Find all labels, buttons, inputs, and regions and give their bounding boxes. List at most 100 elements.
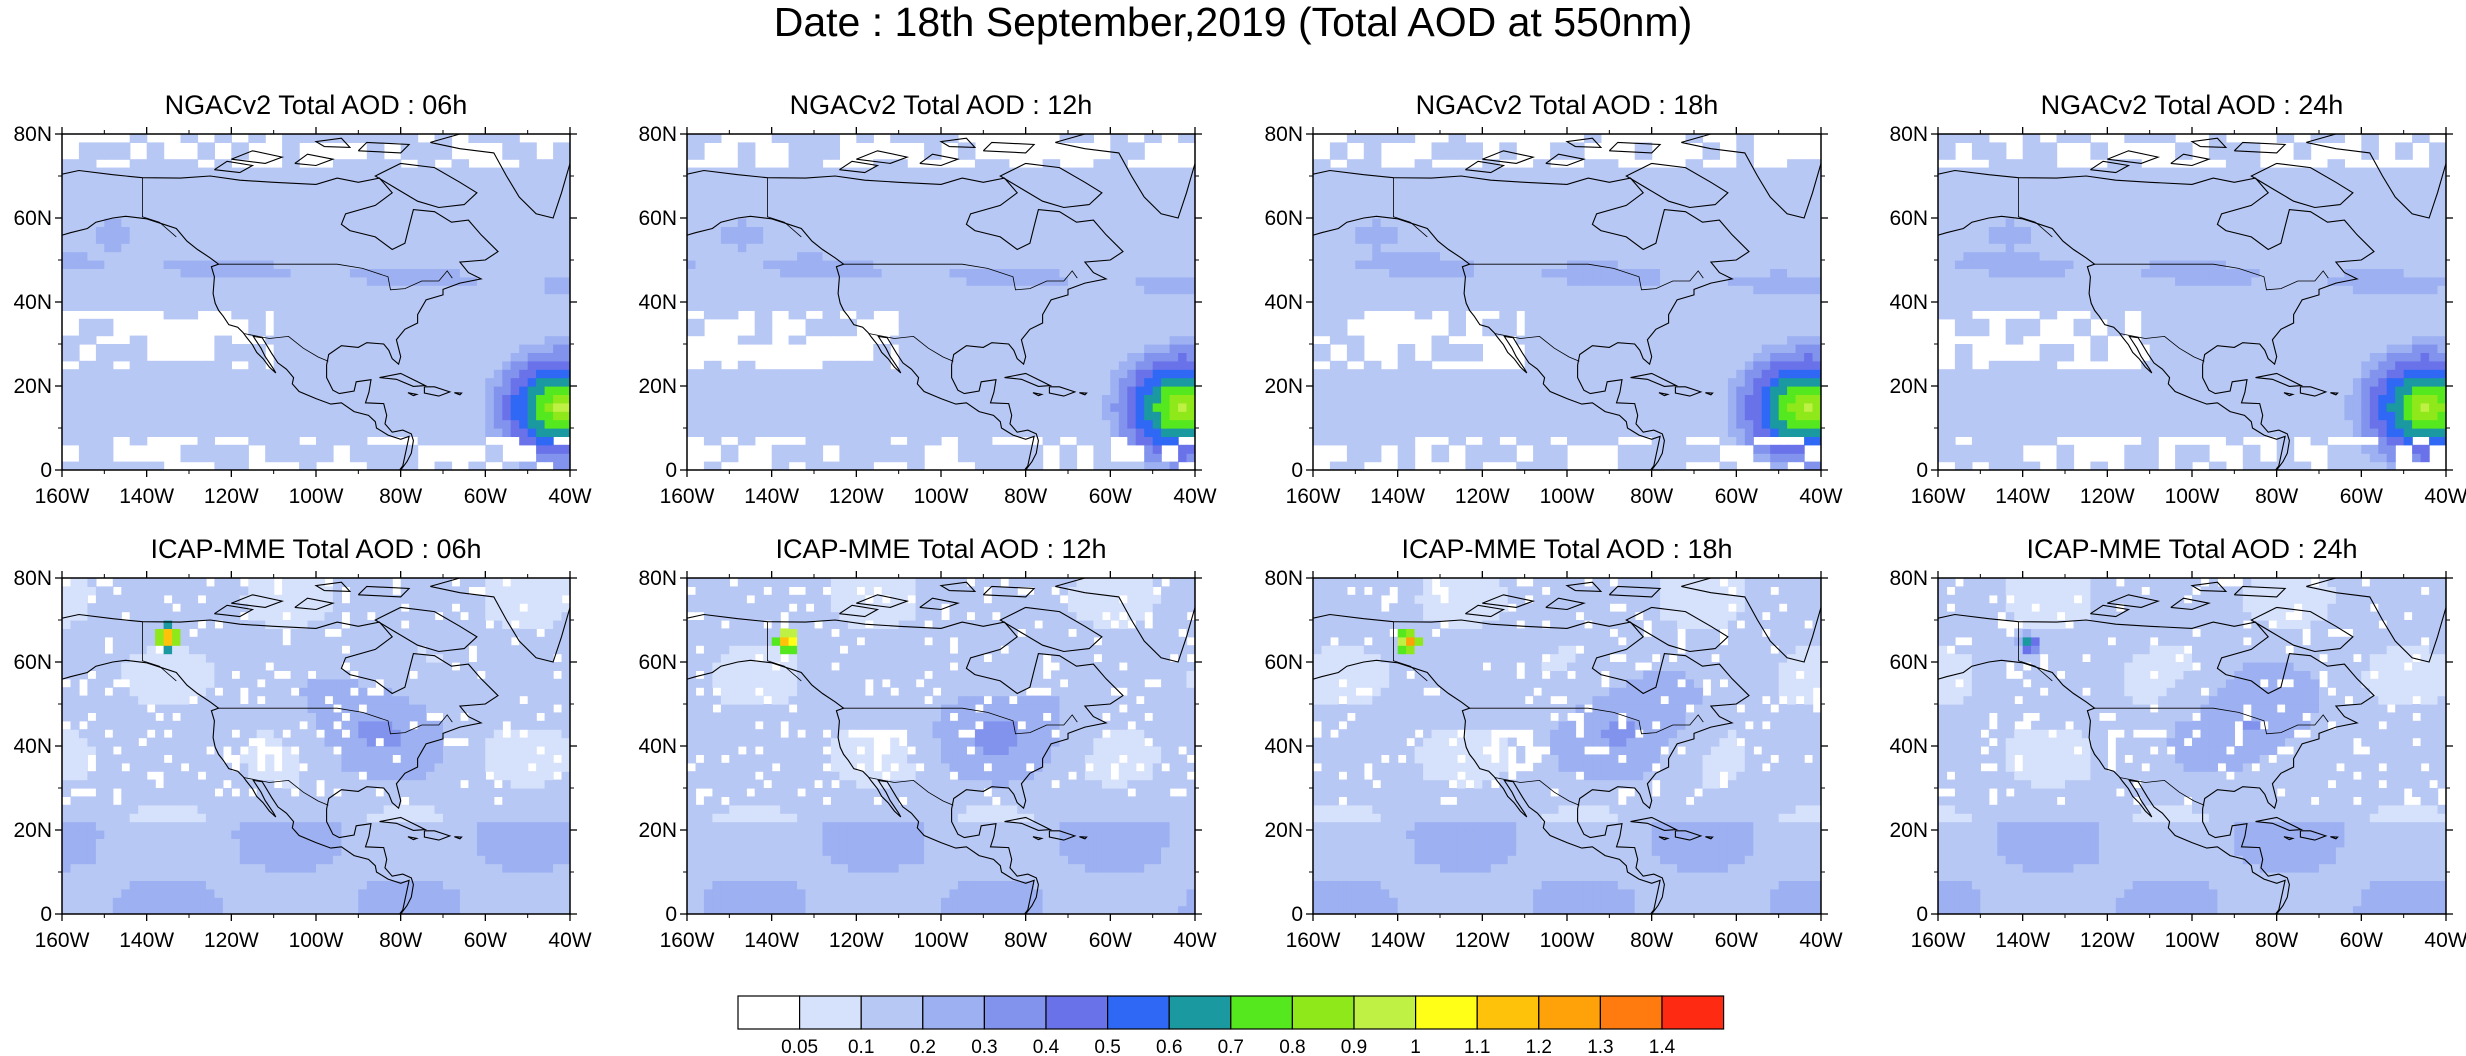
lat-tick-label: 40N xyxy=(1889,735,1928,758)
lon-tick-label: 80W xyxy=(379,929,422,952)
lon-tick-label: 40W xyxy=(1799,485,1842,508)
panel-title: ICAP-MME Total AOD : 06h xyxy=(150,534,482,564)
map-panel: NGACv2 Total AOD : 12h 80N 60N 40N 20N 0 160W 1… xyxy=(625,90,1225,520)
lat-tick-label: 20N xyxy=(638,819,677,842)
lat-tick-label: 60N xyxy=(1889,207,1928,230)
lat-tick-label: 60N xyxy=(638,651,677,674)
colorbar-swatch xyxy=(1291,995,1355,1030)
lat-tick-label: 20N xyxy=(1264,819,1303,842)
map-plot: 80N 60N 40N 20N 0 160W 140W 120W 100W 80W 60W 40W xyxy=(1264,567,1842,952)
lat-tick-label: 0 xyxy=(40,903,52,926)
figure-title: Date : 18th September,2019 (Total AOD at… xyxy=(773,0,1693,45)
map-plot: 80N 60N 40N 20N 0 160W 140W 120W 100W 80W 60W 40W xyxy=(1889,123,2466,508)
colorbar-label: 1.4 xyxy=(1649,1037,1676,1056)
panel-title: ICAP-MME Total AOD : 24h xyxy=(2026,534,2358,564)
lon-tick-label: 80W xyxy=(2255,485,2298,508)
colorbar-label: 1.2 xyxy=(1526,1037,1552,1056)
colorbar-swatch xyxy=(1476,995,1540,1030)
lon-tick-label: 160W xyxy=(35,485,90,508)
lat-tick-label: 80N xyxy=(13,123,52,146)
panel-title: NGACv2 Total AOD : 24h xyxy=(2040,90,2344,120)
lat-tick-label: 40N xyxy=(13,735,52,758)
coastlines xyxy=(687,578,1195,914)
lon-tick-label: 160W xyxy=(1286,929,1341,952)
lon-tick-label: 120W xyxy=(829,485,884,508)
lon-tick-label: 140W xyxy=(1995,485,2050,508)
colorbar-label: 1.3 xyxy=(1587,1037,1613,1056)
colorbar-label: 0.05 xyxy=(781,1037,818,1056)
map-panel: ICAP-MME Total AOD : 12h 80N 60N 40N 20N 0 160… xyxy=(625,534,1225,964)
map-panel: ICAP-MME Total AOD : 24h 80N 60N 40N 20N 0 160… xyxy=(1876,534,2466,964)
lon-tick-label: 40W xyxy=(1173,929,1216,952)
aod-field xyxy=(1938,578,2446,914)
colorbar-swatch xyxy=(1168,995,1232,1030)
lat-tick-label: 20N xyxy=(1889,375,1928,398)
lon-tick-label: 40W xyxy=(2424,929,2466,952)
colorbar-label: 1.1 xyxy=(1464,1037,1490,1056)
colorbar-label: 0.8 xyxy=(1279,1037,1305,1056)
borders xyxy=(766,177,1078,362)
colorbar-label: 0.7 xyxy=(1218,1037,1244,1056)
aod-field xyxy=(1313,134,1821,470)
colorbar-swatch xyxy=(983,995,1047,1030)
lon-tick-label: 120W xyxy=(2080,929,2135,952)
map-plot: 80N 60N 40N 20N 0 160W 140W 120W 100W 80W 60W 40W xyxy=(638,123,1216,508)
coastlines xyxy=(62,134,570,470)
borders xyxy=(1392,177,1704,362)
coastlines xyxy=(1313,578,1821,914)
lat-tick-label: 60N xyxy=(13,651,52,674)
colorbar-swatch xyxy=(737,995,801,1030)
borders xyxy=(141,177,453,362)
borders xyxy=(1392,621,1704,806)
lon-tick-label: 120W xyxy=(204,929,259,952)
lat-tick-label: 40N xyxy=(638,291,677,314)
lon-tick-label: 100W xyxy=(914,485,969,508)
panel-title: ICAP-MME Total AOD : 18h xyxy=(1401,534,1733,564)
lon-tick-label: 100W xyxy=(2165,485,2220,508)
lat-tick-label: 60N xyxy=(1889,651,1928,674)
colorbar-label: 0.2 xyxy=(910,1037,936,1056)
lat-tick-label: 0 xyxy=(665,459,677,482)
lon-tick-label: 160W xyxy=(660,929,715,952)
coastlines xyxy=(62,578,570,914)
map-plot: 80N 60N 40N 20N 0 160W 140W 120W 100W 80W 60W 40W xyxy=(1889,567,2466,952)
lat-tick-label: 60N xyxy=(1264,207,1303,230)
lon-tick-label: 100W xyxy=(1540,485,1595,508)
colorbar-swatch xyxy=(1353,995,1417,1030)
map-plot: 80N 60N 40N 20N 0 160W 140W 120W 100W 80W 60W 40W xyxy=(638,567,1216,952)
lat-tick-label: 20N xyxy=(13,375,52,398)
colorbar-label: 0.4 xyxy=(1033,1037,1060,1056)
panel-title: NGACv2 Total AOD : 18h xyxy=(1415,90,1719,120)
lon-tick-label: 100W xyxy=(914,929,969,952)
lon-tick-label: 80W xyxy=(2255,929,2298,952)
lon-tick-label: 80W xyxy=(1630,929,1673,952)
colorbar-swatch xyxy=(1107,995,1170,1030)
lon-tick-label: 40W xyxy=(2424,485,2466,508)
colorbar-swatch xyxy=(860,995,924,1030)
lon-tick-label: 140W xyxy=(1370,485,1425,508)
borders xyxy=(2017,177,2329,362)
lat-tick-label: 60N xyxy=(13,207,52,230)
lat-tick-label: 80N xyxy=(1889,567,1928,590)
lon-tick-label: 80W xyxy=(379,485,422,508)
lon-tick-label: 60W xyxy=(464,929,507,952)
panel-title: NGACv2 Total AOD : 06h xyxy=(164,90,468,120)
map-panel: ICAP-MME Total AOD : 18h 80N 60N 40N 20N 0 160… xyxy=(1251,534,1851,964)
lat-tick-label: 80N xyxy=(638,123,677,146)
lat-tick-label: 40N xyxy=(638,735,677,758)
lon-tick-label: 100W xyxy=(289,485,344,508)
map-panel: NGACv2 Total AOD : 18h 80N 60N 40N 20N 0 160W 1… xyxy=(1251,90,1851,520)
lon-tick-label: 140W xyxy=(1995,929,2050,952)
colorbar-label: 0.9 xyxy=(1341,1037,1367,1056)
colorbar-label: 0.5 xyxy=(1094,1037,1120,1056)
colorbar-label: 0.1 xyxy=(848,1037,874,1056)
colorbar-label: 0.6 xyxy=(1156,1037,1182,1056)
lon-tick-label: 80W xyxy=(1004,485,1047,508)
lat-tick-label: 80N xyxy=(13,567,52,590)
lon-tick-label: 80W xyxy=(1630,485,1673,508)
borders xyxy=(2017,621,2329,806)
lat-tick-label: 60N xyxy=(638,207,677,230)
lat-tick-label: 0 xyxy=(665,903,677,926)
lat-tick-label: 40N xyxy=(1889,291,1928,314)
lon-tick-label: 160W xyxy=(1911,485,1966,508)
